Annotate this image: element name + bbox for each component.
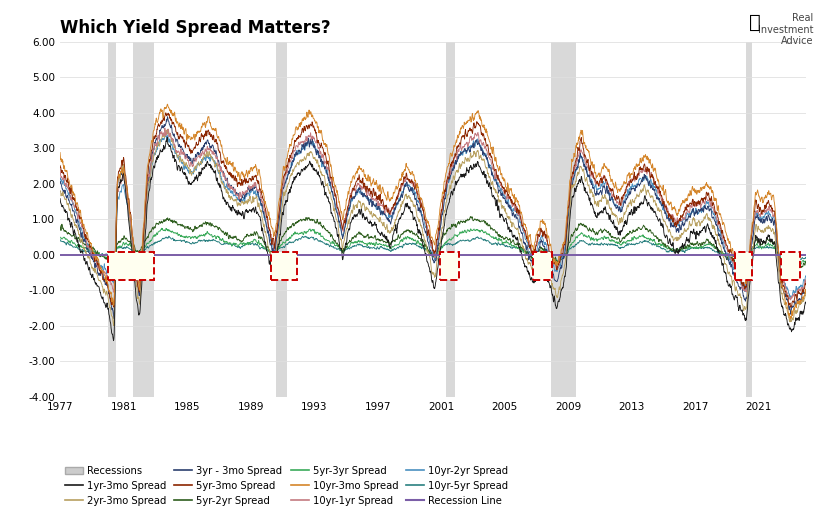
- Bar: [133, 42, 153, 397]
- Legend: Recessions, 1yr-3mo Spread, 2yr-3mo Spread, 3yr - 3mo Spread, 5yr-3mo Spread, 5y: Recessions, 1yr-3mo Spread, 2yr-3mo Spre…: [65, 466, 508, 506]
- Bar: [550, 42, 576, 397]
- Bar: [746, 42, 751, 397]
- FancyBboxPatch shape: [440, 252, 459, 280]
- Text: 🦅: 🦅: [749, 13, 761, 32]
- FancyBboxPatch shape: [735, 252, 751, 280]
- Text: Real
Investment
Advice: Real Investment Advice: [757, 13, 813, 46]
- Bar: [446, 42, 455, 397]
- FancyBboxPatch shape: [533, 252, 552, 280]
- Bar: [108, 42, 116, 397]
- FancyBboxPatch shape: [108, 252, 153, 280]
- FancyBboxPatch shape: [271, 252, 297, 280]
- Bar: [276, 42, 287, 397]
- FancyBboxPatch shape: [781, 252, 800, 280]
- Text: Which Yield Spread Matters?: Which Yield Spread Matters?: [60, 19, 330, 38]
